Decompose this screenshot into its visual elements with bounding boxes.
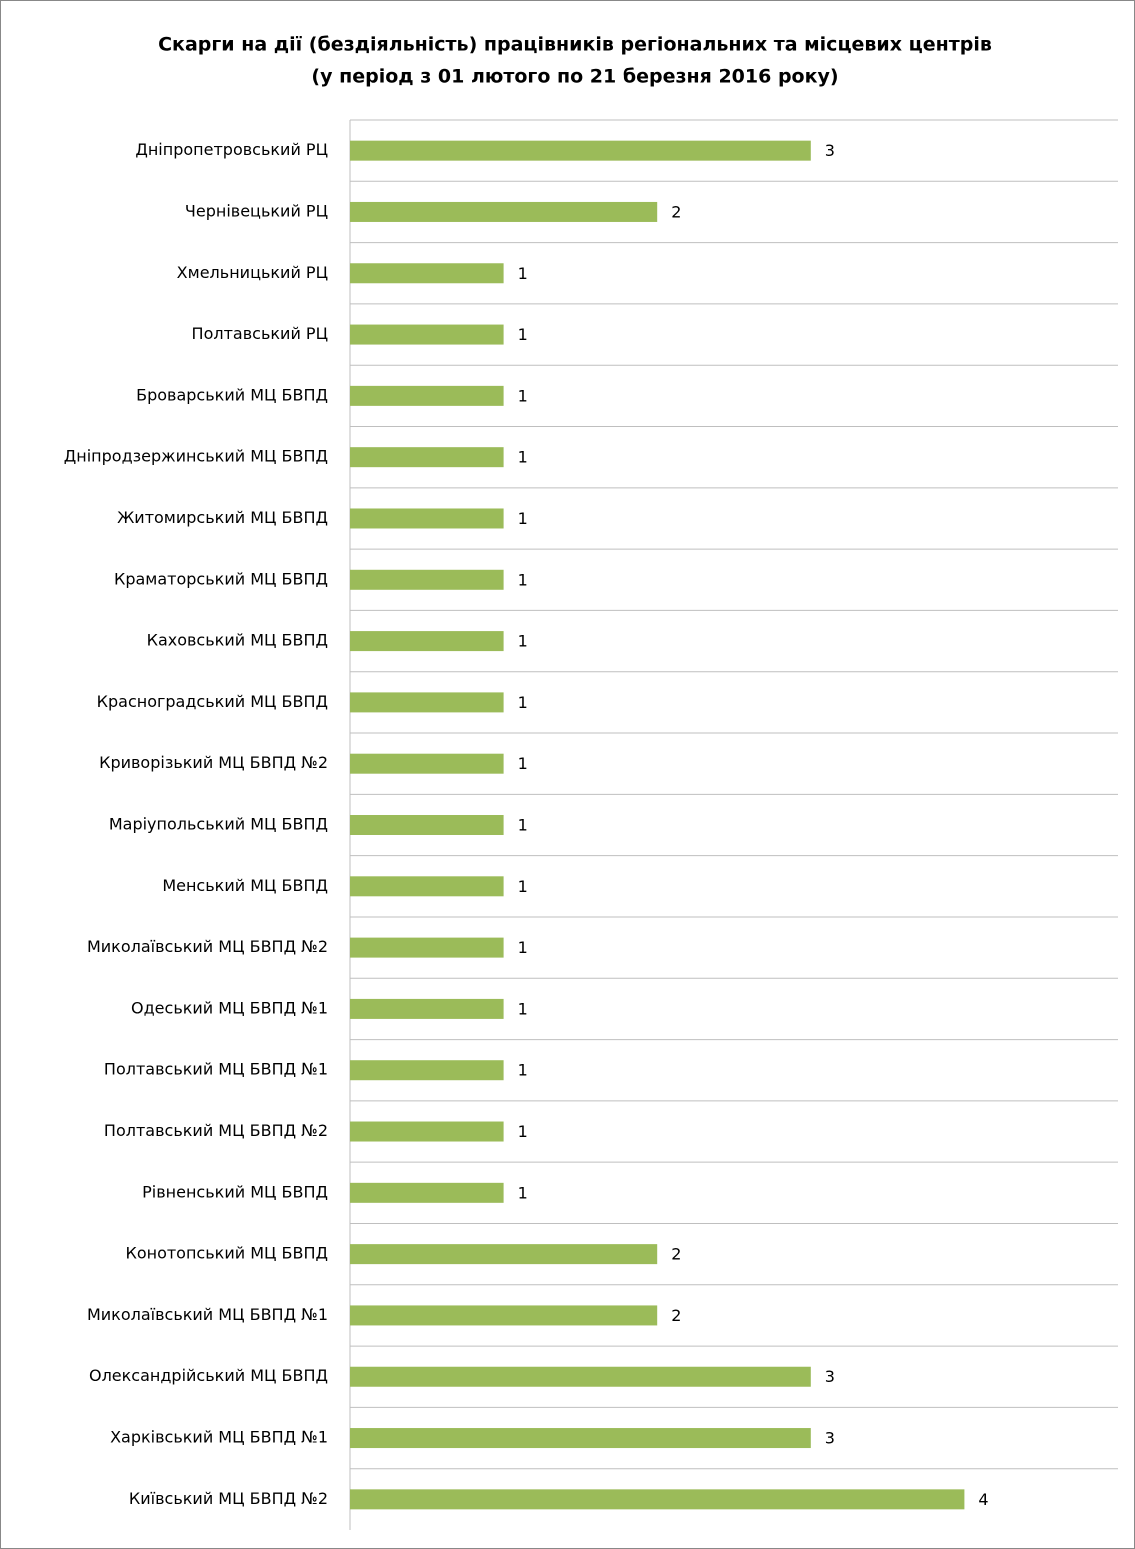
y-tick-label: Полтавський МЦ БВПД №2 bbox=[104, 1121, 328, 1140]
value-label: 1 bbox=[518, 509, 528, 528]
bar bbox=[350, 1244, 658, 1265]
bar bbox=[350, 1060, 504, 1081]
bar bbox=[350, 1305, 658, 1326]
y-tick-label: Краматорський МЦ БВПД bbox=[114, 569, 328, 588]
value-label: 1 bbox=[518, 325, 528, 344]
value-label: 1 bbox=[518, 1122, 528, 1141]
y-tick-label: Дніпропетровський РЦ bbox=[135, 140, 328, 159]
bar bbox=[350, 140, 811, 161]
value-label: 1 bbox=[518, 632, 528, 651]
y-tick-label: Рівненський МЦ БВПД bbox=[142, 1182, 328, 1201]
value-label: 2 bbox=[671, 1245, 681, 1264]
y-tick-label: Маріупольський МЦ БВПД bbox=[109, 815, 328, 834]
bar bbox=[350, 1366, 811, 1387]
bar bbox=[350, 937, 504, 958]
bar bbox=[350, 753, 504, 774]
bar bbox=[350, 508, 504, 529]
bar bbox=[350, 569, 504, 590]
value-label: 1 bbox=[518, 938, 528, 957]
y-tick-label: Полтавський МЦ БВПД №1 bbox=[104, 1060, 328, 1079]
bar bbox=[350, 385, 504, 406]
bar bbox=[350, 815, 504, 835]
value-label: 2 bbox=[671, 1306, 681, 1325]
bar bbox=[350, 998, 504, 1019]
y-tick-label: Одеський МЦ БВПД №1 bbox=[131, 998, 328, 1017]
y-tick-label: Каховський МЦ БВПД bbox=[147, 631, 328, 650]
y-tick-label: Криворізький МЦ БВПД №2 bbox=[99, 753, 328, 772]
chart-title: Скарги на дії (бездіяльність) працівникі… bbox=[158, 34, 992, 56]
value-label: 3 bbox=[825, 1429, 835, 1448]
bar bbox=[350, 692, 504, 713]
value-label: 3 bbox=[825, 141, 835, 160]
chart-subtitle: (у період з 01 лютого по 21 березня 2016… bbox=[311, 66, 838, 88]
value-label: 1 bbox=[518, 448, 528, 467]
bar bbox=[350, 1428, 811, 1449]
bar bbox=[350, 201, 658, 222]
y-tick-label: Миколаївський МЦ БВПД №2 bbox=[87, 937, 328, 956]
bar bbox=[350, 1121, 504, 1142]
y-tick-label: Олександрійський МЦ БВПД bbox=[89, 1366, 328, 1385]
value-label: 1 bbox=[518, 1061, 528, 1080]
y-tick-label: Полтавський РЦ bbox=[192, 324, 328, 343]
value-label: 1 bbox=[518, 999, 528, 1018]
y-tick-label: Менський МЦ БВПД bbox=[162, 876, 328, 895]
value-label: 2 bbox=[671, 202, 681, 221]
value-label: 1 bbox=[518, 754, 528, 773]
bar bbox=[350, 1489, 965, 1510]
y-tick-label: Чернівецький РЦ bbox=[185, 201, 328, 220]
bar bbox=[350, 876, 504, 897]
bar bbox=[350, 447, 504, 468]
bar bbox=[350, 1182, 504, 1203]
value-label: 1 bbox=[518, 877, 528, 896]
value-label: 3 bbox=[825, 1367, 835, 1386]
y-tick-label: Дніпродзержинський МЦ БВПД bbox=[64, 447, 328, 466]
y-tick-label: Конотопський МЦ БВПД bbox=[125, 1244, 328, 1263]
value-label: 1 bbox=[518, 264, 528, 283]
y-tick-label: Київський МЦ БВПД №2 bbox=[129, 1489, 328, 1508]
y-tick-label: Броварський МЦ БВПД bbox=[136, 385, 328, 404]
value-label: 1 bbox=[518, 693, 528, 712]
y-tick-label: Миколаївський МЦ БВПД №1 bbox=[87, 1305, 328, 1324]
y-tick-label: Харківський МЦ БВПД №1 bbox=[110, 1428, 328, 1447]
y-tick-label: Хмельницький РЦ bbox=[177, 263, 328, 282]
bar bbox=[350, 324, 504, 345]
value-label: 4 bbox=[978, 1490, 988, 1509]
value-label: 1 bbox=[518, 816, 528, 835]
value-label: 1 bbox=[518, 386, 528, 405]
y-tick-label: Житомирський МЦ БВПД bbox=[117, 508, 328, 527]
bar bbox=[350, 263, 504, 284]
value-label: 1 bbox=[518, 1183, 528, 1202]
value-label: 1 bbox=[518, 570, 528, 589]
bar bbox=[350, 631, 504, 652]
y-tick-label: Красноградський МЦ БВПД bbox=[97, 692, 328, 711]
